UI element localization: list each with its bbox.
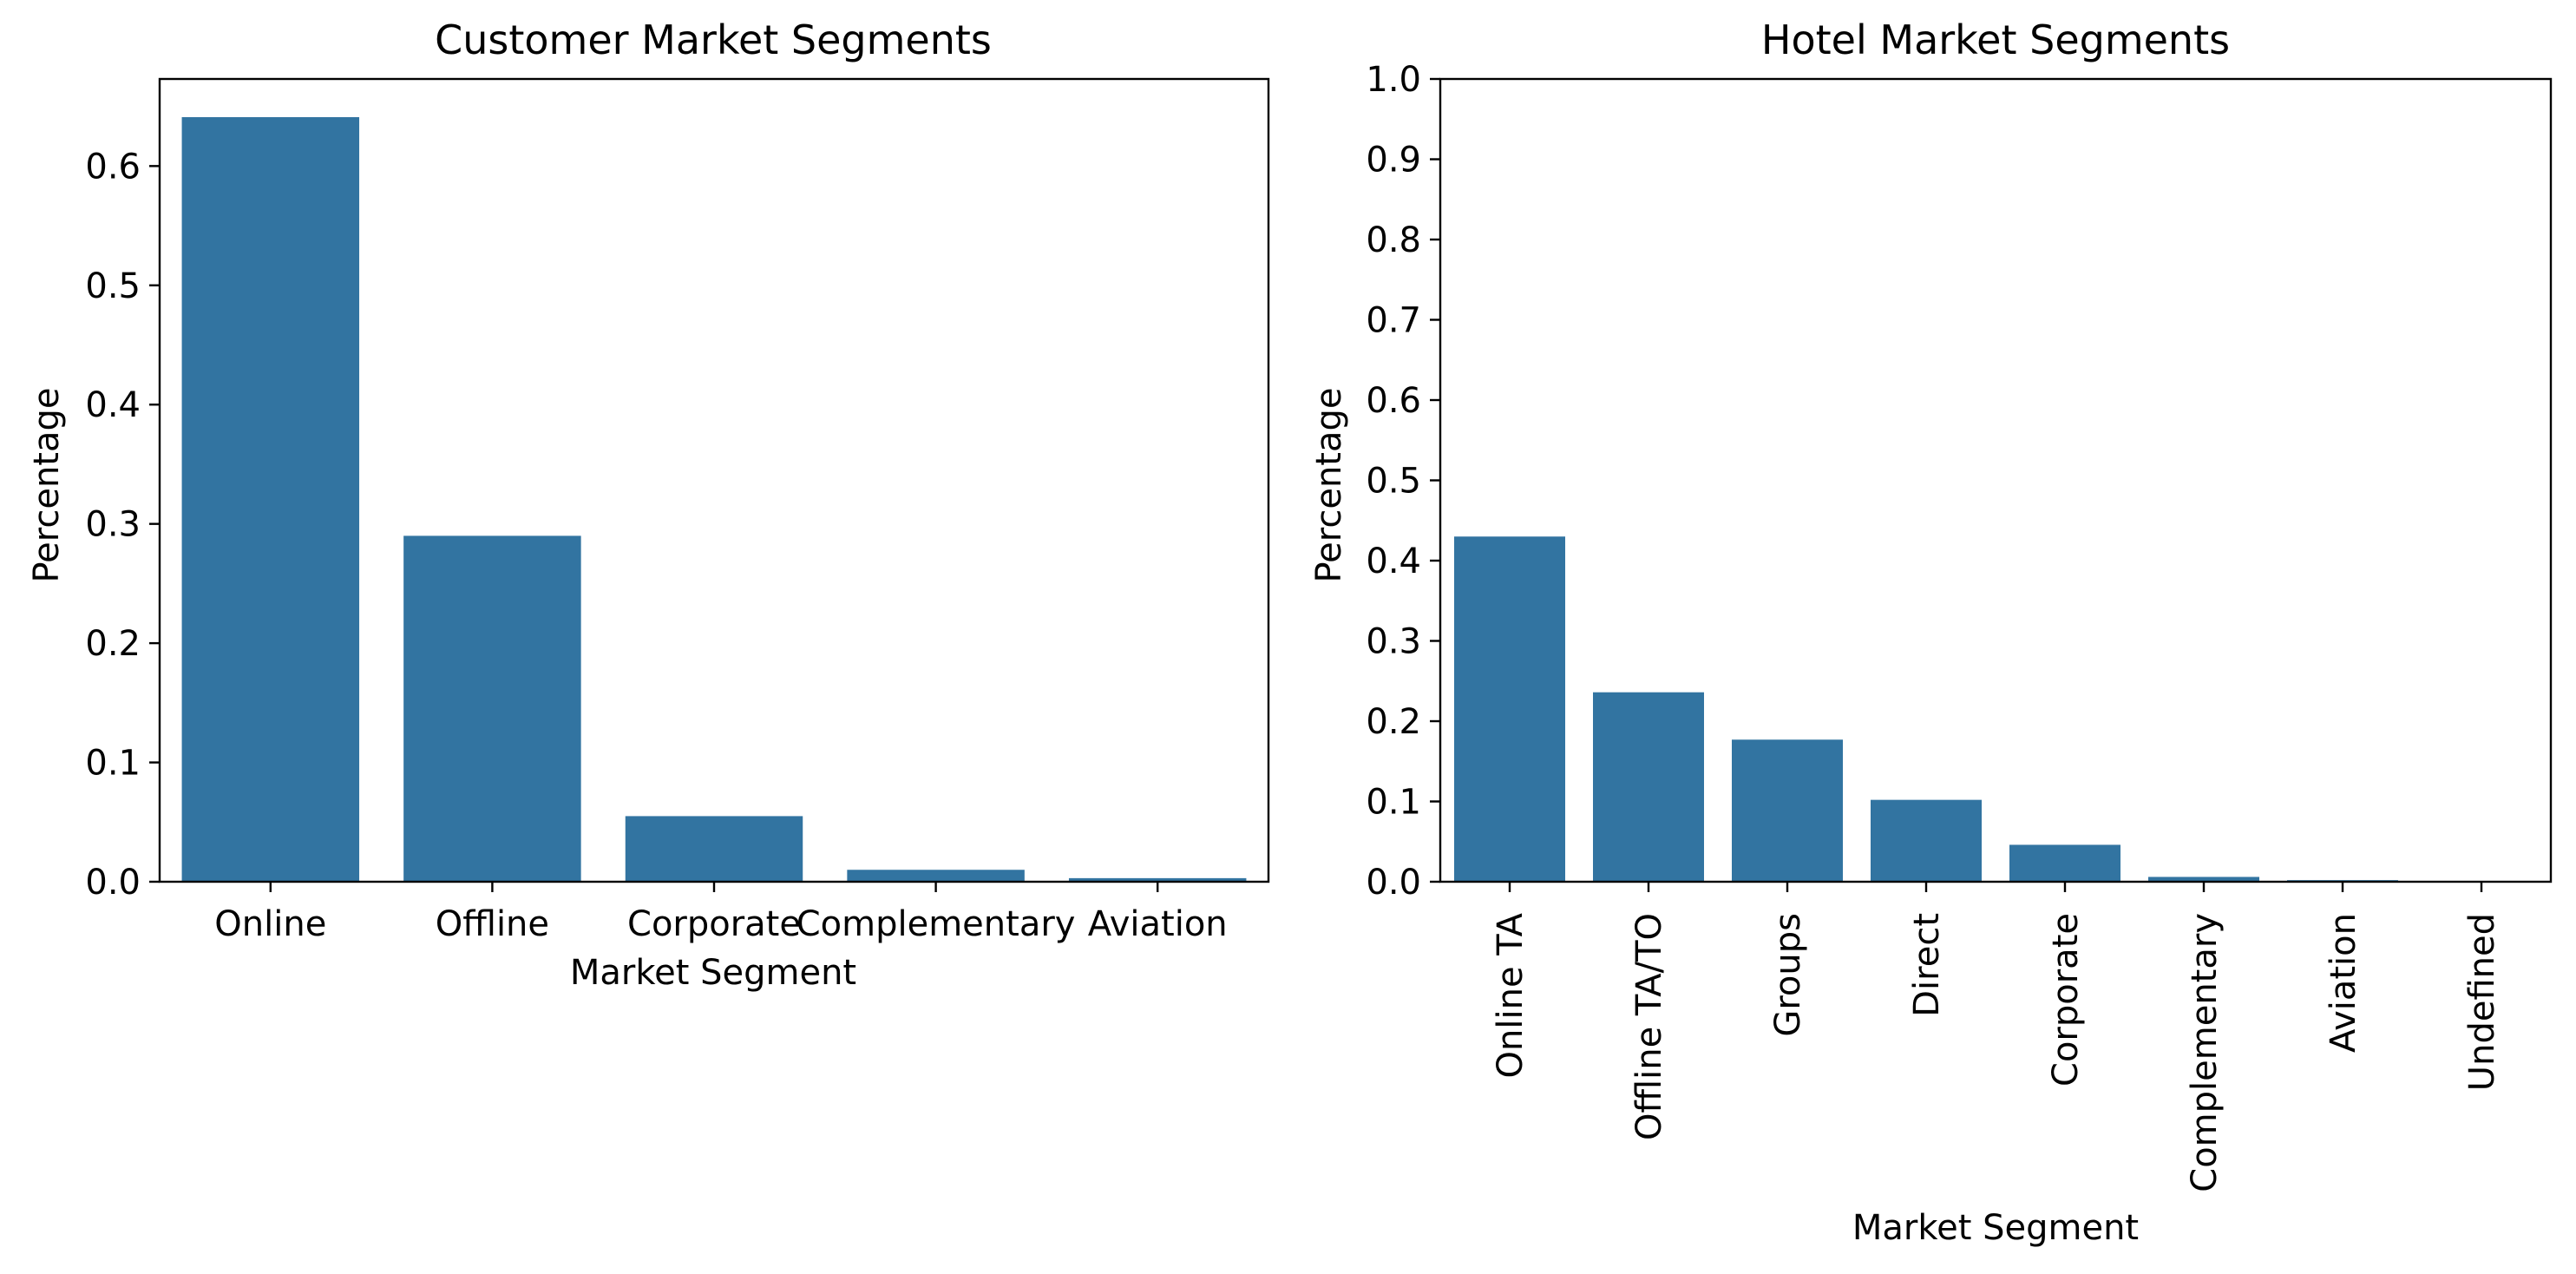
y-tick-label: 0.6 bbox=[85, 147, 141, 187]
bar-offline-ta-to bbox=[1593, 692, 1704, 882]
bar-complementary bbox=[2148, 877, 2259, 882]
y-tick-label: 0.0 bbox=[85, 863, 141, 903]
y-tick-label: 0.3 bbox=[1366, 622, 1421, 662]
bar-aviation bbox=[1068, 877, 1247, 882]
chart-customer-market-segments: Customer Market Segments Market Segment … bbox=[27, 16, 1270, 993]
y-tick-label: 0.3 bbox=[85, 505, 141, 545]
x-tick-label: Online TA bbox=[1491, 912, 1531, 1078]
y-tick-label: 0.6 bbox=[1366, 381, 1421, 421]
bar-groups bbox=[1732, 739, 1843, 882]
plot-frame bbox=[158, 77, 1270, 883]
x-tick-label: Aviation bbox=[1088, 904, 1228, 944]
y-tick-label: 0.9 bbox=[1366, 141, 1421, 181]
bar-corporate bbox=[2009, 844, 2120, 882]
x-axis-ticks: Online TA Offline TA/TO Groups Direct Corpor… bbox=[1491, 882, 2502, 1192]
bars bbox=[181, 116, 1247, 882]
y-tick-label: 0.4 bbox=[1366, 542, 1421, 581]
chart-title: Customer Market Segments bbox=[435, 16, 992, 63]
bar-direct bbox=[1871, 799, 1982, 882]
y-tick-label: 0.5 bbox=[1366, 462, 1421, 502]
y-tick-label: 0.8 bbox=[1366, 220, 1421, 260]
y-tick-label: 0.1 bbox=[1366, 783, 1421, 823]
x-tick-label: Groups bbox=[1768, 913, 1808, 1037]
y-tick-label: 0.2 bbox=[85, 624, 141, 664]
x-tick-label: Aviation bbox=[2324, 913, 2363, 1053]
y-tick-label: 1.0 bbox=[1366, 60, 1421, 100]
chart-hotel-market-segments: Hotel Market Segments Market Segment Per… bbox=[1309, 16, 2553, 1248]
y-tick-label: 0.4 bbox=[85, 385, 141, 425]
y-tick-label: 0.2 bbox=[1366, 702, 1421, 742]
x-tick-label: Undefined bbox=[2462, 913, 2502, 1091]
y-tick-label: 0.1 bbox=[85, 744, 141, 784]
bar-complementary bbox=[847, 870, 1025, 882]
x-tick-label: Corporate bbox=[2046, 913, 2086, 1087]
bar-online bbox=[181, 116, 360, 882]
bars bbox=[1454, 536, 2398, 882]
x-tick-label: Offline TA/TO bbox=[1629, 913, 1669, 1140]
y-axis-ticks: 0.0 0.1 0.2 0.3 0.4 0.5 0.6 bbox=[85, 147, 160, 903]
x-tick-label: Direct bbox=[1907, 913, 1947, 1017]
x-axis-label: Market Segment bbox=[570, 953, 856, 993]
x-tick-label: Complementary bbox=[796, 904, 1076, 944]
chart-title: Hotel Market Segments bbox=[1761, 16, 2230, 63]
bar-offline bbox=[403, 535, 581, 882]
x-tick-label: Online bbox=[214, 904, 326, 944]
x-tick-label: Corporate bbox=[627, 904, 801, 944]
bar-corporate bbox=[625, 816, 803, 882]
y-axis-label: Percentage bbox=[27, 387, 67, 582]
x-tick-label: Complementary bbox=[2185, 913, 2225, 1192]
plot-frame bbox=[1439, 77, 2553, 883]
y-tick-label: 0.5 bbox=[85, 266, 141, 306]
y-tick-label: 0.0 bbox=[1366, 863, 1421, 903]
x-tick-label: Offline bbox=[436, 904, 549, 944]
y-tick-label: 0.7 bbox=[1366, 301, 1421, 341]
x-axis-label: Market Segment bbox=[1852, 1208, 2139, 1248]
y-axis-label: Percentage bbox=[1309, 387, 1349, 582]
y-axis-ticks: 0.0 0.1 0.2 0.3 0.4 0.5 0.6 0.7 0.8 0.9 1.0 bbox=[1366, 60, 1440, 903]
bar-online-ta bbox=[1454, 536, 1565, 882]
